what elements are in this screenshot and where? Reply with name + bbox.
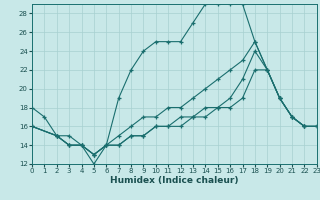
X-axis label: Humidex (Indice chaleur): Humidex (Indice chaleur) bbox=[110, 176, 239, 185]
